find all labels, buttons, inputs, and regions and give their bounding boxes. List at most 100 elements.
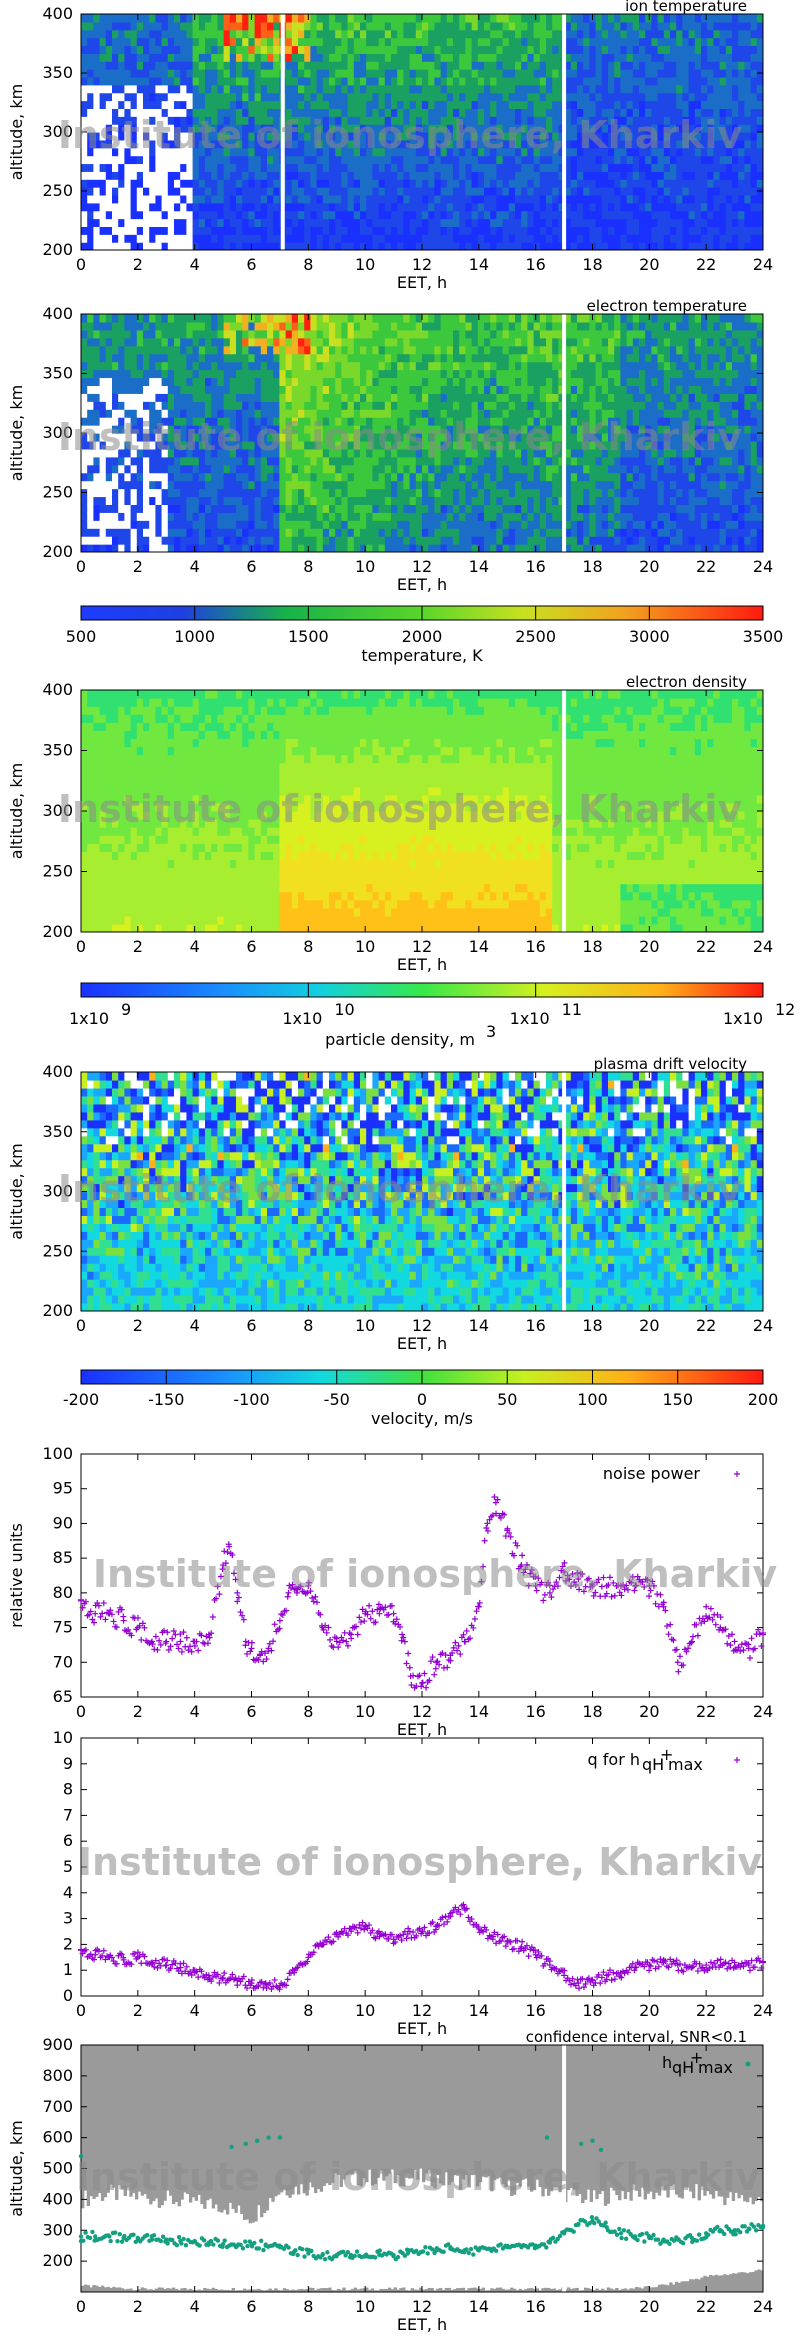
heatmap-cell: [596, 179, 603, 187]
heatmap-cell: [335, 385, 342, 394]
heatmap-cell: [106, 61, 113, 69]
heatmap-cell: [298, 195, 305, 203]
heatmap-cell: [211, 203, 218, 211]
heatmap-cell: [230, 489, 237, 498]
heatmap-cell: [279, 465, 286, 474]
heatmap-cell: [118, 496, 125, 505]
heatmap-cell: [484, 61, 491, 69]
heatmap-cell: [149, 370, 156, 379]
heatmap-cell: [292, 187, 299, 195]
heatmap-cell: [552, 69, 559, 77]
heatmap-cell: [292, 211, 299, 219]
heatmap-cell: [248, 211, 255, 219]
heatmap-cell: [614, 38, 621, 46]
heatmap-cell: [186, 22, 193, 30]
heatmap-cell: [217, 481, 224, 490]
heatmap-cell: [496, 22, 503, 30]
heatmap-cell: [323, 101, 330, 109]
heatmap-cell: [100, 22, 107, 30]
heatmap-cell: [701, 203, 708, 211]
heatmap-cell: [341, 512, 348, 521]
heatmap-cell: [397, 101, 404, 109]
heatmap-cell: [112, 171, 119, 179]
heatmap-cell: [286, 77, 293, 85]
heatmap-cell: [689, 171, 696, 179]
heatmap-cell: [465, 242, 472, 250]
heatmap-cell: [323, 77, 330, 85]
heatmap-cell: [348, 22, 355, 30]
heatmap-cell: [168, 528, 175, 537]
heatmap-cell: [484, 30, 491, 38]
heatmap-cell: [267, 61, 274, 69]
heatmap-cell: [329, 401, 336, 410]
heatmap-cell: [738, 22, 745, 30]
heatmap-cell: [211, 496, 218, 505]
heatmap-cell: [118, 528, 125, 537]
heatmap-cell: [385, 69, 392, 77]
heatmap-cell: [416, 211, 423, 219]
heatmap-cell: [751, 211, 758, 219]
heatmap-cell: [304, 61, 311, 69]
heatmap-cell: [186, 481, 193, 490]
heatmap-cell: [577, 234, 584, 242]
heatmap-cell: [236, 211, 243, 219]
heatmap-cell: [391, 528, 398, 537]
heatmap-cell: [205, 544, 212, 553]
heatmap-cell: [186, 45, 193, 53]
heatmap-cell: [744, 77, 751, 85]
heatmap-cell: [348, 242, 355, 250]
heatmap-cell: [217, 377, 224, 386]
heatmap-cell: [168, 544, 175, 553]
heatmap-cell: [155, 203, 162, 211]
heatmap-cell: [248, 203, 255, 211]
heatmap-cell: [664, 195, 671, 203]
heatmap-cell: [155, 473, 162, 482]
heatmap-cell: [180, 544, 187, 553]
heatmap-cell: [465, 179, 472, 187]
heatmap-cell: [403, 171, 410, 179]
heatmap-cell: [217, 242, 224, 250]
heatmap-cell: [124, 362, 131, 371]
heatmap-cell: [689, 38, 696, 46]
heatmap-cell: [310, 226, 317, 234]
heatmap-cell: [682, 14, 689, 22]
heatmap-cell: [546, 242, 553, 250]
heatmap-cell: [112, 496, 119, 505]
heatmap-cell: [521, 187, 528, 195]
heatmap-cell: [255, 234, 262, 242]
heatmap-cell: [341, 385, 348, 394]
heatmap-cell: [261, 354, 268, 363]
heatmap-cell: [341, 330, 348, 339]
heatmap-cell: [341, 45, 348, 53]
heatmap-cell: [242, 362, 249, 371]
heatmap-cell: [168, 520, 175, 529]
heatmap-cell: [329, 465, 336, 474]
heatmap-cell: [211, 338, 218, 347]
heatmap-cell: [713, 187, 720, 195]
heatmap-cell: [410, 179, 417, 187]
heatmap-cell: [341, 69, 348, 77]
heatmap-cell: [472, 203, 479, 211]
heatmap-cell: [651, 219, 658, 227]
heatmap-cell: [100, 496, 107, 505]
heatmap-cell: [180, 179, 187, 187]
heatmap-cell: [87, 385, 94, 394]
heatmap-cell: [379, 481, 386, 490]
heatmap-cell: [230, 338, 237, 347]
heatmap-cell: [267, 45, 274, 53]
heatmap-cell: [329, 544, 336, 553]
heatmap-cell: [118, 512, 125, 521]
heatmap-cell: [348, 187, 355, 195]
heatmap-cell: [81, 45, 88, 53]
heatmap-cell: [124, 346, 131, 355]
heatmap-cell: [583, 179, 590, 187]
heatmap-cell: [149, 401, 156, 410]
heatmap-cell: [540, 101, 547, 109]
x-tick-label: 12: [412, 255, 432, 274]
heatmap-cell: [335, 38, 342, 46]
heatmap-cell: [174, 465, 181, 474]
heatmap-cell: [571, 163, 578, 171]
heatmap-cell: [751, 77, 758, 85]
heatmap-cell: [534, 234, 541, 242]
heatmap-cell: [366, 219, 373, 227]
